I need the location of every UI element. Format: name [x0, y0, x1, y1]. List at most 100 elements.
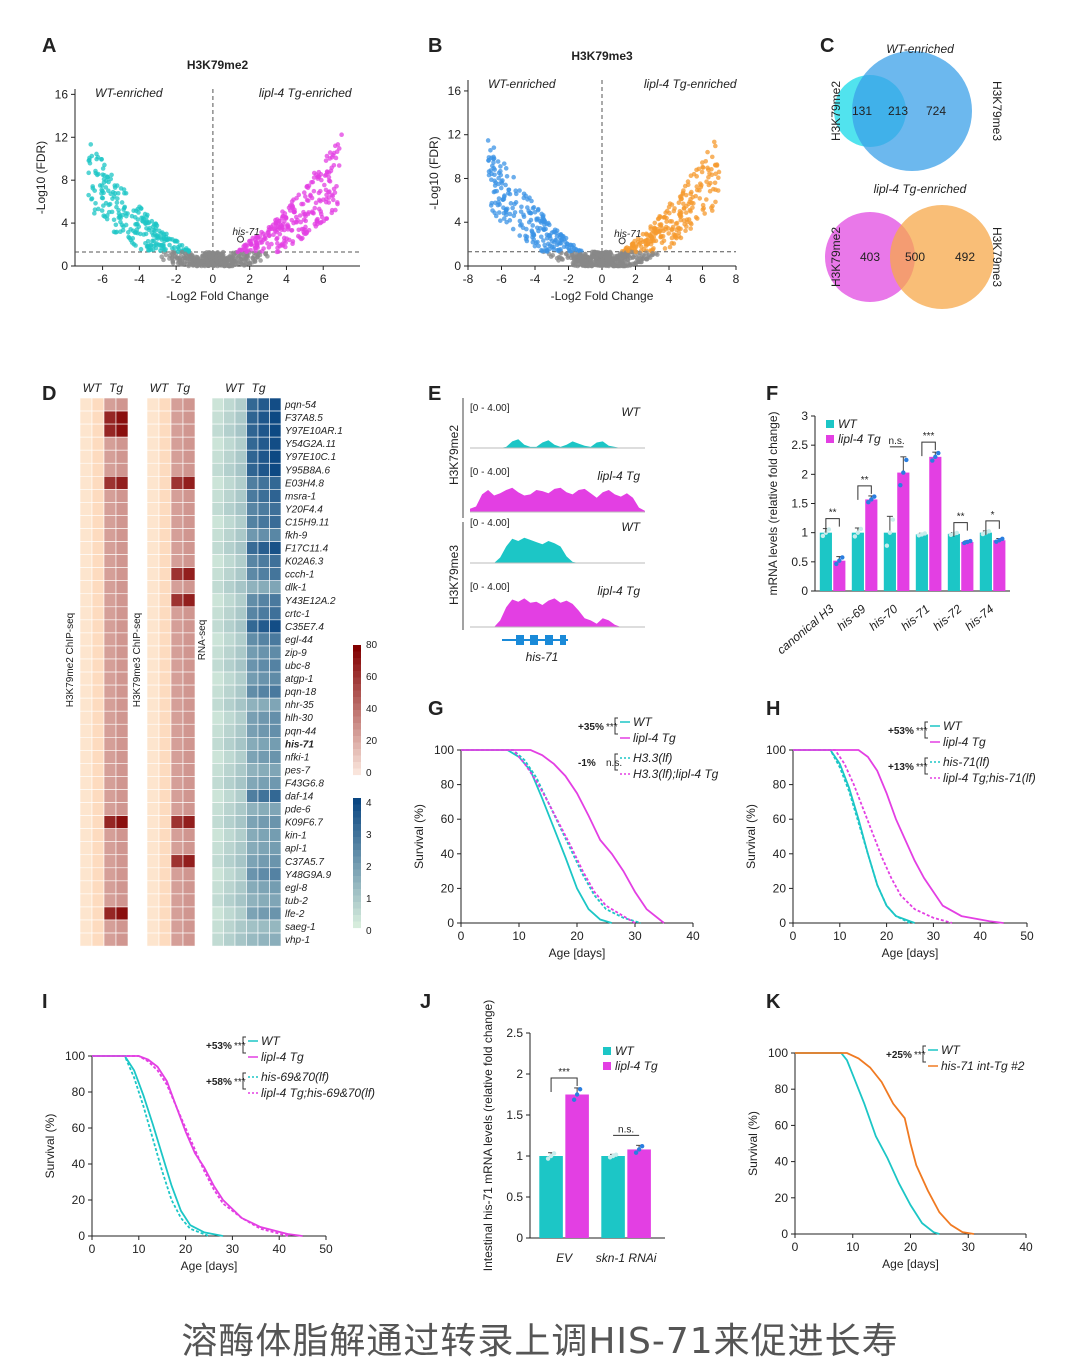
heatmap-cell [170, 671, 184, 686]
data-point [138, 246, 144, 252]
heatmap-cell [234, 776, 247, 790]
heatmap-cell [257, 397, 270, 412]
data-point [271, 232, 276, 238]
heatmap-cell [158, 671, 172, 686]
venn-circle-right [852, 51, 972, 171]
legend-label: WT [943, 719, 963, 733]
data-point [115, 196, 120, 201]
gene-label: vhp-1 [285, 935, 310, 946]
venn-count: 500 [905, 250, 925, 264]
y-tick-label: 20 [773, 881, 787, 895]
x-axis-label: -Log2 Fold Change [551, 289, 654, 303]
heatmap-cell [146, 802, 160, 816]
legend-bracket [614, 717, 618, 735]
heatmap-cell [170, 932, 184, 947]
data-point [683, 192, 689, 198]
replicate-point [826, 527, 832, 532]
data-point [521, 214, 527, 220]
data-point [678, 196, 684, 202]
heatmap-cell [182, 893, 196, 908]
heatmap-cell [146, 763, 160, 777]
data-point [239, 261, 245, 267]
heatmap-cell [103, 489, 117, 503]
y-tick-label: 80 [441, 778, 455, 792]
gene-label: pqn-54 [284, 400, 317, 411]
heatmap-cell [79, 919, 93, 934]
heatmap-cell [79, 854, 93, 869]
heatmap-cell [170, 397, 184, 412]
heatmap-cell [246, 684, 259, 699]
data-point [261, 237, 267, 243]
heatmap-cell [234, 632, 247, 647]
legend-label: lipl-4 Tg [633, 731, 676, 745]
survival-curve [461, 749, 642, 924]
heatmap-cell [234, 658, 247, 673]
replicate-point [855, 530, 861, 535]
data-point [89, 196, 95, 201]
heatmap-cell [269, 515, 282, 529]
heatmap-cell [211, 502, 224, 516]
y-tick-label: 80 [72, 1085, 86, 1099]
coverage-track [470, 598, 645, 627]
survival-curve [793, 749, 915, 924]
x-tick-label: 40 [974, 929, 988, 943]
data-point [293, 214, 299, 220]
y-tick-label: 0 [61, 259, 68, 273]
data-point [90, 185, 96, 191]
heatmap-cell [211, 750, 224, 764]
data-point [295, 233, 301, 239]
heatmap-cell [146, 410, 160, 425]
heatmap-cell [269, 645, 282, 660]
heatmap-cell [269, 710, 282, 725]
data-point [114, 183, 120, 188]
data-point [94, 151, 99, 157]
data-point [605, 262, 611, 268]
x-tick-label: 10 [512, 929, 526, 943]
data-point [103, 185, 109, 190]
gene-label: Y97E10C.1 [285, 452, 336, 463]
heatmap-cell [146, 580, 160, 595]
data-point [136, 224, 142, 230]
heatmap-cell [257, 580, 270, 595]
heatmap-cell [91, 697, 105, 712]
heatmap-cell [115, 515, 129, 529]
heatmap-cell [103, 932, 117, 947]
data-point [318, 188, 323, 194]
data-point [200, 254, 206, 260]
data-point [632, 245, 637, 251]
data-point [207, 251, 212, 257]
legend-bracket [922, 1045, 926, 1063]
heatmap-cell [158, 580, 172, 595]
heatmap-cell [158, 906, 172, 921]
significance-bracket [825, 518, 840, 533]
data-point [521, 195, 527, 201]
survival-curve [92, 1055, 289, 1237]
heatmap-cell [211, 906, 224, 921]
data-point [290, 205, 295, 211]
heatmap-cell [146, 684, 160, 699]
significance-label: *** [916, 762, 928, 773]
heatmap-cell [91, 789, 105, 803]
bar [865, 499, 878, 591]
heatmap-cell [182, 776, 196, 790]
data-point [92, 211, 97, 216]
x-tick-label: 10 [132, 1242, 146, 1256]
data-point [175, 244, 181, 250]
heatmap-cell [115, 423, 129, 438]
y-tick-label: 0 [801, 584, 808, 598]
data-point [324, 153, 330, 159]
heatmap-cell [246, 410, 259, 425]
data-point [335, 201, 340, 207]
data-point [332, 190, 338, 195]
heatmap-cell [223, 423, 236, 438]
heatmap-cell [170, 919, 184, 934]
data-point [684, 224, 689, 229]
heatmap-cell [146, 502, 160, 516]
y-tick-label: 8 [61, 173, 68, 187]
heatmap-cell [234, 828, 247, 843]
lifespan-change: -1% [578, 758, 596, 769]
y-tick-label: 0 [454, 259, 461, 273]
x-tick-label: 10 [833, 929, 847, 943]
venn-count: 492 [955, 250, 975, 264]
data-point [535, 225, 540, 231]
